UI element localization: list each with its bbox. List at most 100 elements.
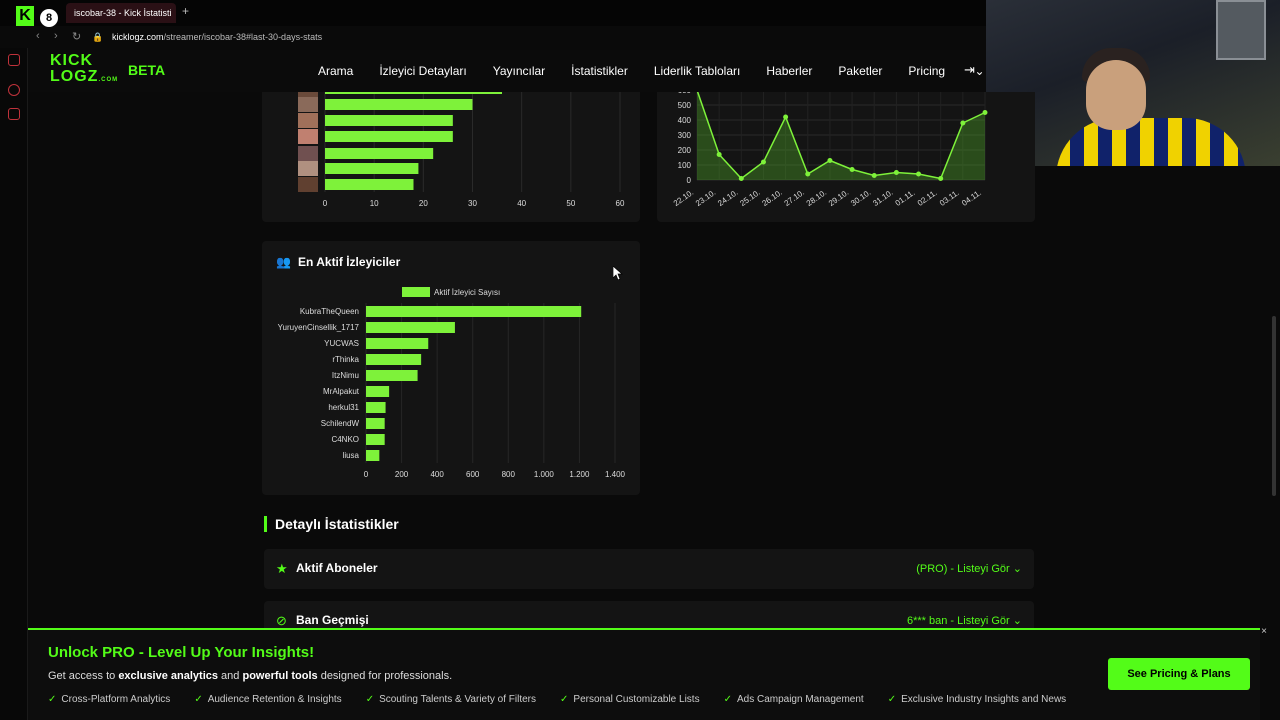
avatar	[298, 161, 318, 176]
nav-item-paketler[interactable]: Paketler	[838, 64, 883, 78]
promo-sub-b1: exclusive analytics	[118, 670, 218, 682]
data-point[interactable]	[738, 176, 744, 181]
promo-feature: ✓ Audience Retention & Insights	[194, 694, 353, 705]
feature-label: Audience Retention & Insights	[207, 694, 342, 705]
bar[interactable]	[366, 450, 380, 461]
active-viewers-chart: Aktif İzleyici Sayısı KubraTheQueen Yuruy…	[278, 287, 626, 479]
data-point[interactable]	[871, 173, 877, 178]
data-point[interactable]	[893, 170, 899, 175]
x-tick-label: 40	[517, 199, 526, 208]
bar[interactable]	[325, 86, 502, 94]
x-tick-label: 03.11.	[938, 188, 961, 208]
data-point[interactable]	[760, 159, 766, 165]
nav-item-pricing[interactable]: Pricing ⌄	[908, 64, 1010, 78]
beta-label: BETA	[128, 62, 166, 78]
url-text[interactable]: kicklogz.com/streamer/iscobar-38#last-30…	[112, 32, 322, 42]
bar[interactable]	[366, 418, 385, 429]
data-point[interactable]	[805, 171, 811, 177]
sidebar-app-icon[interactable]	[8, 108, 20, 120]
sidebar-app-icon[interactable]	[8, 84, 20, 96]
close-icon[interactable]: ×	[1261, 626, 1267, 637]
x-tick-label: 02.11.	[916, 188, 939, 208]
webcam-person-face	[1086, 60, 1146, 130]
feature-label: Cross-Platform Analytics	[61, 694, 171, 705]
main-nav: Arama İzleyici Detayları Yayıncılar İsta…	[318, 64, 1037, 78]
address-bar: ‹ › ↻ 🔒 kicklogz.com/streamer/iscobar-38…	[30, 28, 990, 48]
promo-sub-mid: and	[218, 670, 243, 682]
check-icon: ✓	[48, 694, 57, 705]
data-point[interactable]	[783, 114, 789, 120]
data-point[interactable]	[938, 176, 944, 181]
bar[interactable]	[366, 306, 582, 317]
bar[interactable]	[325, 131, 453, 142]
nav-item-liderlik-tablolari[interactable]: Liderlik Tabloları	[653, 64, 741, 78]
category-label: rThinka	[332, 355, 359, 364]
bar[interactable]	[366, 402, 386, 413]
home-icon[interactable]	[8, 54, 20, 66]
bar[interactable]	[366, 354, 422, 365]
legend-label[interactable]: Aktif İzleyici Sayısı	[434, 288, 500, 297]
data-point[interactable]	[827, 158, 833, 163]
nav-item-istatistikler[interactable]: İstatistikler	[571, 64, 628, 78]
bar[interactable]	[325, 99, 473, 110]
star-icon: ★	[276, 561, 288, 576]
avatar	[298, 97, 318, 112]
promo-feature: ✓ Scouting Talents & Variety of Filters	[366, 694, 548, 705]
see-pricing-button[interactable]: See Pricing & Plans	[1108, 658, 1250, 690]
bar[interactable]	[366, 370, 418, 381]
y-tick-label: 200	[678, 146, 692, 155]
top-chatters-chart: 0 10 20 30 40 50 60	[298, 84, 625, 208]
back-icon[interactable]: ‹	[36, 30, 40, 42]
x-tick-label: 24.10.	[716, 188, 739, 208]
promo-title: Unlock PRO - Level Up Your Insights!	[48, 644, 315, 661]
accordion-action-label: 6*** ban - Listeyi Gör	[907, 615, 1010, 627]
accordion-action-label: (PRO) - Listeyi Gör	[916, 563, 1010, 575]
nav-item-izleyici-detaylari[interactable]: İzleyici Detayları	[379, 64, 467, 78]
bar[interactable]	[366, 434, 385, 445]
promo-feature: ✓ Ads Campaign Management	[724, 694, 876, 705]
data-point[interactable]	[849, 167, 855, 172]
data-point[interactable]	[960, 120, 966, 126]
x-tick-label: 400	[430, 470, 444, 479]
daily-viewers-chart-panel: 0 100 200 300 400 500 600 22.10.23.10.24.10.25…	[657, 86, 1035, 222]
reload-icon[interactable]: ↻	[72, 31, 82, 43]
bar[interactable]	[366, 322, 455, 333]
browser-tab-active[interactable]: iscobar-38 - Kick İstatisti	[66, 3, 176, 23]
x-tick-label: 26.10.	[760, 188, 783, 208]
x-tick-label: 0	[364, 470, 369, 479]
forward-icon[interactable]: ›	[54, 30, 58, 42]
nav-item-haberler[interactable]: Haberler	[766, 64, 813, 78]
data-point[interactable]	[716, 152, 722, 157]
accordion-action[interactable]: 6*** ban - Listeyi Gör ⌄	[907, 614, 1022, 627]
x-tick-label: 50	[566, 199, 575, 208]
nav-item-arama[interactable]: Arama	[318, 64, 354, 78]
login-icon[interactable]: ⇥	[964, 62, 975, 77]
data-point[interactable]	[916, 171, 922, 177]
accordion-action[interactable]: (PRO) - Listeyi Gör ⌄	[916, 562, 1022, 575]
bar[interactable]	[366, 338, 429, 349]
x-tick-label: 800	[502, 470, 516, 479]
x-tick-label: 10	[370, 199, 379, 208]
category-label: ItzNimu	[332, 371, 359, 380]
bar[interactable]	[325, 115, 453, 126]
accordion-active-subscribers[interactable]: ★ Aktif Aboneler (PRO) - Listeyi Gör ⌄	[264, 549, 1034, 589]
bar[interactable]	[325, 163, 419, 174]
new-tab-button[interactable]: +	[182, 4, 190, 18]
category-label: herkul31	[328, 403, 359, 412]
url-domain: kicklogz.com	[112, 32, 164, 42]
bar[interactable]	[366, 386, 390, 397]
bar[interactable]	[325, 148, 434, 159]
bar[interactable]	[325, 179, 414, 190]
check-icon: ✓	[365, 694, 375, 705]
accordion-title: Aktif Aboneler	[296, 561, 378, 575]
pricing-label: Pricing	[908, 64, 946, 78]
data-point[interactable]	[982, 110, 988, 115]
kick-logo-icon[interactable]: K	[16, 6, 34, 26]
nav-item-yayincilar[interactable]: Yayıncılar	[492, 64, 546, 78]
y-tick-label: 400	[678, 116, 692, 125]
promo-feature: ✓ Cross-Platform Analytics	[48, 694, 182, 705]
accordion-ban-history[interactable]: ⊘ Ban Geçmişi 6*** ban - Listeyi Gör ⌄	[264, 601, 1034, 628]
page-scrollbar[interactable]	[1272, 316, 1276, 496]
logo-line2: LOGZ	[50, 68, 99, 85]
kicklogz-logo[interactable]: KICK LOGZ.COM	[50, 53, 117, 87]
